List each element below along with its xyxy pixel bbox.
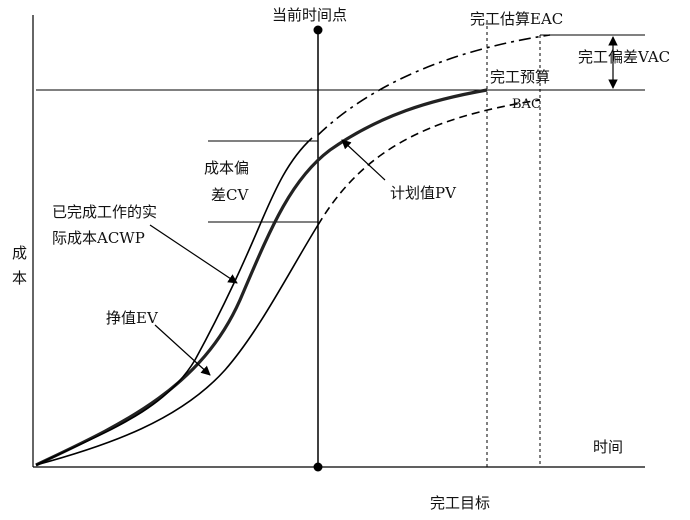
acwp-projection — [317, 34, 551, 136]
cv-label-line1: 成本偏 — [204, 159, 249, 177]
x-axis-label: 时间 — [593, 438, 623, 456]
status-date-top-dot — [313, 25, 323, 35]
acwp-label-line1: 已完成工作的实 — [52, 203, 157, 221]
bac-label-line1: 完工预算 — [490, 68, 550, 86]
vac-label: 完工偏差VAC — [578, 48, 670, 66]
ev-projection — [317, 99, 541, 226]
pv-curve — [35, 88, 488, 467]
acwp-curve — [35, 137, 313, 466]
acwp-callout-arrow — [149, 224, 238, 284]
status-date-label: 当前时间点 — [272, 6, 347, 24]
cv-label-line2: 差CV — [211, 186, 249, 204]
bac-label-line2: BAC — [512, 97, 541, 112]
status-date-bottom-dot — [313, 462, 323, 472]
ev-label: 挣值EV — [106, 309, 159, 327]
pv-label: 计划值PV — [390, 184, 457, 202]
ev-callout-arrow — [154, 324, 211, 376]
y-axis-label-1: 成本 — [12, 244, 27, 287]
target-label: 完工目标 — [430, 494, 490, 512]
eac-label: 完工估算EAC — [470, 10, 563, 28]
ev-curve — [35, 224, 319, 466]
pv-callout-arrow — [341, 139, 386, 181]
acwp-label-line2: 际成本ACWP — [52, 229, 145, 247]
